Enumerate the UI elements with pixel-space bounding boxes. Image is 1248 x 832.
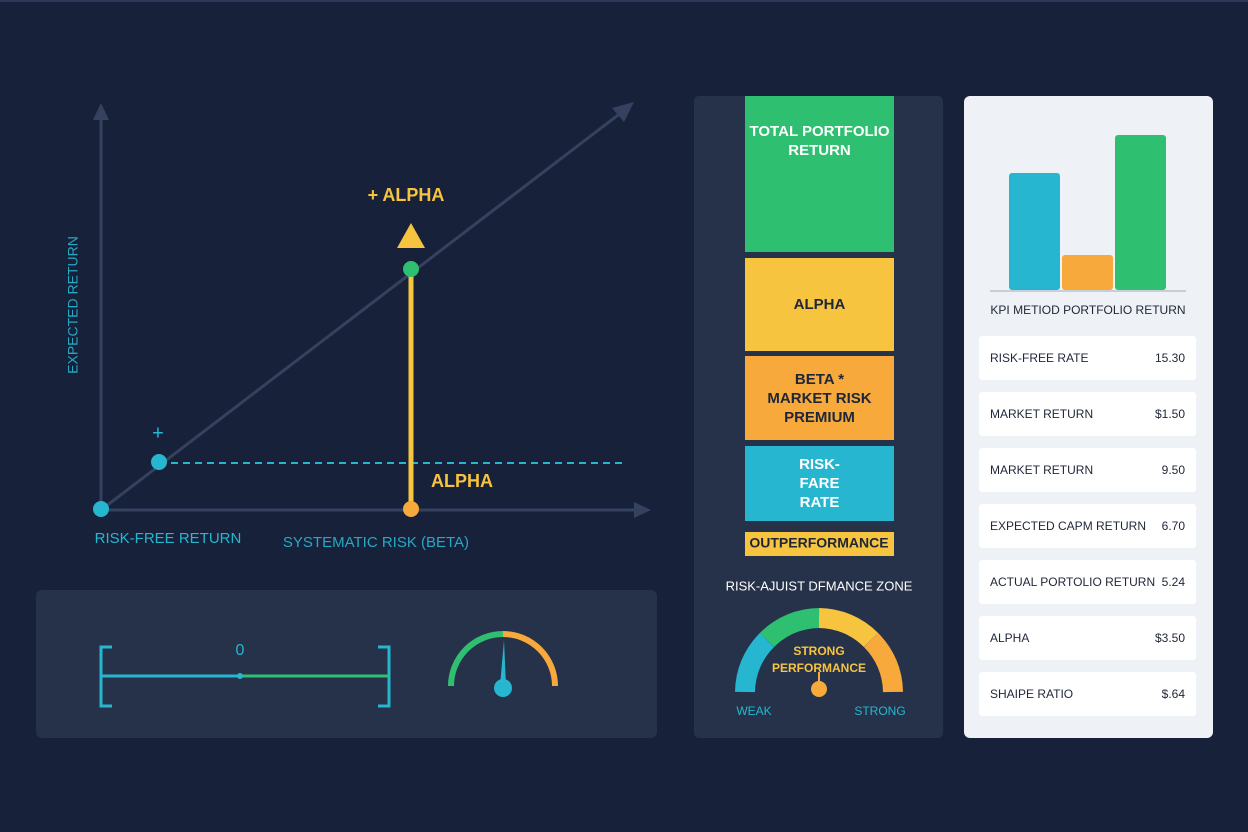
gauge-right-label: STRONG	[854, 704, 905, 718]
kpi-label: SHAIPE RATIO	[990, 687, 1074, 701]
performance-gauge	[735, 608, 903, 693]
gauge-hub	[494, 679, 512, 697]
kpi-value: 6.70	[1161, 519, 1185, 533]
stack-segment	[745, 96, 894, 252]
kpi-value: $3.50	[1154, 631, 1185, 645]
alpha-top-label: + ALPHA	[368, 185, 445, 205]
gauge-dot	[811, 681, 827, 697]
axis-y-label: EXPECTED RETURN	[65, 236, 81, 374]
outperformance-box	[745, 532, 894, 556]
stack-segment	[745, 446, 894, 521]
range-center	[237, 673, 243, 679]
kpi-row: ACTUAL PORTOLIO RETURN 5.24	[979, 560, 1196, 604]
gauge-center-label: STRONG PERFORMANCE	[772, 644, 866, 675]
point	[93, 501, 109, 517]
kpi-value: $1.50	[1154, 407, 1185, 421]
origin-label: RISK-FREE RETURN	[95, 530, 242, 547]
plus-marker: +	[152, 422, 164, 444]
kpi-row: SHAIPE RATIO $.64	[979, 672, 1196, 716]
axis-x-label: SYSTEMATIC RISK (BETA)	[283, 534, 469, 551]
stack-label: RISK-FARE RATE	[799, 456, 840, 511]
point	[151, 454, 167, 470]
kpi-value: $.64	[1161, 687, 1185, 701]
gauge-arc	[502, 631, 558, 687]
gauge-arc	[448, 631, 504, 687]
mini-bar	[1115, 135, 1166, 290]
mini-bar	[1009, 173, 1060, 290]
gauge-title: RISK-AJUIST DFMANCE ZONE	[726, 578, 913, 593]
kpi-label: RISK-FREE RATE	[990, 351, 1089, 365]
axes	[93, 102, 651, 518]
kpi-row: EXPECTED CAPM RETURN 6.70	[979, 504, 1196, 548]
stack-segment	[745, 258, 894, 351]
kpi-label: ACTUAL PORTOLIO RETURN	[990, 575, 1156, 589]
kpi-label: MARKET RETURN	[990, 407, 1094, 421]
kpi-title: KPI METIOD PORTFOLIO RETURN	[990, 303, 1185, 317]
point	[403, 501, 419, 517]
kpi-value: 15.30	[1154, 351, 1185, 365]
kpi-row: ALPHA $3.50	[979, 616, 1196, 660]
kpi-value: 9.50	[1161, 463, 1185, 477]
outperformance-label: OUTPERFORMANCE	[749, 535, 888, 551]
range-panel	[36, 590, 657, 738]
stack-segment	[745, 356, 894, 440]
kpi-row: MARKET RETURN 9.50	[979, 448, 1196, 492]
gauge-needle	[500, 640, 506, 686]
mini-bar	[1062, 255, 1113, 290]
kpi-label: EXPECTED CAPM RETURN	[990, 519, 1147, 533]
kpi-row: RISK-FREE RATE 15.30	[979, 336, 1196, 380]
kpi-value: 5.24	[1161, 575, 1185, 589]
kpi-row: MARKET RETURN $1.50	[979, 392, 1196, 436]
gauge-left-label: WEAK	[736, 704, 771, 718]
kpi-label: MARKET RETURN	[990, 463, 1094, 477]
range-center-label: 0	[236, 642, 245, 659]
alpha-arrow	[397, 223, 425, 248]
stack-label: BETA * MARKET RISK PREMIUM	[767, 370, 872, 426]
stack-label: TOTAL PORTFOLIO RETURN	[749, 123, 890, 159]
kpi-label: ALPHA	[990, 631, 1030, 645]
point	[403, 261, 419, 277]
alpha-label: ALPHA	[431, 471, 493, 491]
stack-label: ALPHA	[793, 296, 846, 313]
